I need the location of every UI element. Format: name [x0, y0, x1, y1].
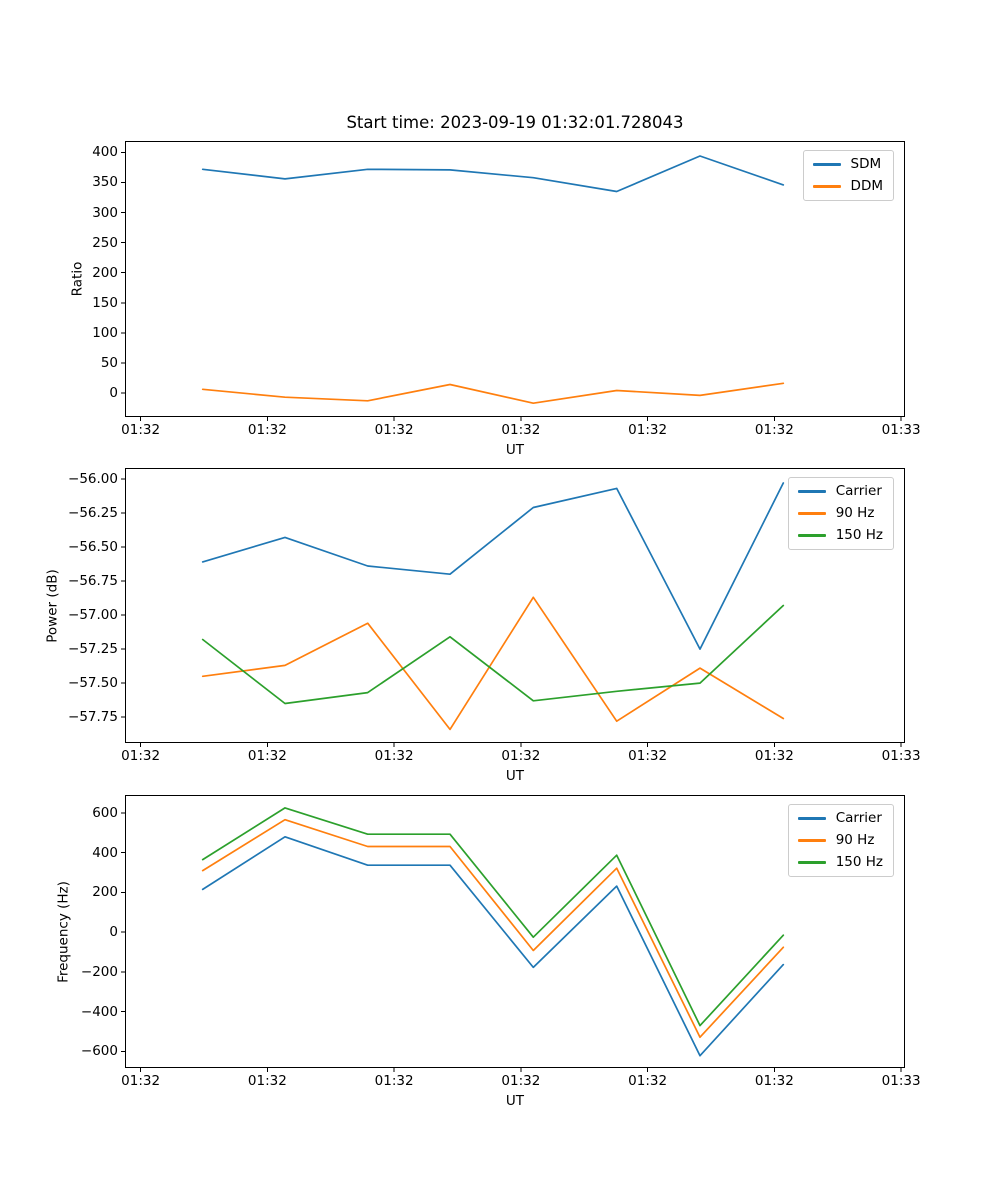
legend-label: SDM	[850, 156, 882, 172]
legend-line-swatch	[797, 534, 826, 537]
line-series-150-hz	[201, 604, 785, 705]
legend-label: DDM	[850, 178, 883, 194]
x-tick-label: 01:32	[501, 1073, 541, 1089]
legend-label: 150 Hz	[835, 854, 883, 870]
y-tick-label: −57.25	[68, 641, 118, 658]
x-tick-label: 01:32	[628, 422, 668, 438]
x-tick-label: 01:32	[374, 422, 414, 438]
legend-label: Carrier	[835, 483, 882, 499]
y-tick-label: 350	[92, 174, 118, 191]
frequency-y-axis-label: Frequency (Hz)	[55, 880, 72, 983]
x-tick-label: 01:32	[501, 422, 541, 438]
legend-line-swatch	[797, 490, 826, 493]
y-tick-label: 400	[92, 144, 118, 161]
x-tick-label: 01:32	[628, 1073, 668, 1089]
y-tick-label: 400	[92, 844, 118, 861]
line-series-90-hz	[201, 596, 785, 731]
subplot-frequency: −600 −400 −200 0 200 400 600 01:32 01:32 01:32 01…	[56, 795, 921, 1109]
x-tick-label: 01:32	[247, 422, 287, 438]
legend-entry: Carrier	[797, 483, 883, 499]
figure-title: Start time: 2023-09-19 01:32:01.728043	[346, 113, 684, 132]
y-tick-label: −56.75	[68, 572, 118, 589]
legend-label: Carrier	[835, 810, 882, 826]
y-tick-label: −57.00	[68, 607, 118, 624]
y-tick-label: 300	[92, 204, 118, 221]
line-series-carrier	[201, 835, 785, 1057]
y-tick-label: 600	[92, 804, 118, 821]
legend-line-swatch	[797, 861, 826, 864]
plot-area-power	[121, 468, 905, 747]
ratio-legend: SDM DDM	[802, 150, 894, 201]
y-tick-label: −56.25	[68, 504, 118, 521]
line-series-ddm	[201, 382, 785, 405]
y-tick-label: 250	[92, 234, 118, 251]
x-tick-label: 01:32	[754, 422, 794, 438]
x-tick-label: 01:32	[121, 422, 161, 438]
ratio-x-axis-label: UT	[505, 442, 525, 458]
x-tick-label: 01:33	[881, 748, 921, 764]
line-series-90-hz	[201, 818, 785, 1039]
legend-entry: Carrier	[797, 810, 883, 826]
frequency-legend: Carrier 90 Hz 150 Hz	[787, 804, 894, 877]
line-series-carrier	[201, 482, 785, 650]
legend-entry: DDM	[812, 178, 883, 194]
x-tick-label: 01:32	[754, 748, 794, 764]
legend-line-swatch	[812, 185, 841, 188]
y-tick-label: 150	[92, 294, 118, 311]
line-series-sdm	[201, 155, 785, 193]
y-tick-label: −57.75	[68, 709, 118, 726]
subplot-power: −56.00 −56.25 −56.50 −56.75 −57.00 −57.25 −57.…	[45, 468, 921, 784]
y-tick-label: 100	[92, 324, 118, 341]
x-tick-label: 01:32	[754, 1073, 794, 1089]
y-tick-label: 0	[109, 924, 118, 941]
ratio-y-axis-label: Ratio	[69, 261, 86, 297]
x-tick-label: 01:32	[628, 748, 668, 764]
y-tick-label: −200	[80, 963, 118, 980]
legend-entry: 150 Hz	[797, 854, 883, 870]
legend-line-swatch	[797, 839, 826, 842]
legend-entry: 150 Hz	[797, 527, 883, 543]
x-tick-label: 01:32	[247, 1073, 287, 1089]
y-tick-label: −400	[80, 1003, 118, 1020]
subplot-ratio: 0 50 100 150 200 250 300 350 400 01:32 01:32 01:32…	[70, 141, 921, 458]
x-tick-label: 01:32	[247, 748, 287, 764]
y-tick-label: 0	[109, 384, 118, 401]
x-tick-label: 01:32	[374, 748, 414, 764]
y-tick-label: −56.50	[68, 538, 118, 555]
line-series-150-hz	[201, 807, 785, 1027]
x-tick-label: 01:33	[881, 1073, 921, 1089]
y-tick-label: 50	[100, 354, 118, 371]
x-tick-label: 01:33	[881, 422, 921, 438]
y-tick-label: −600	[80, 1043, 118, 1060]
power-x-axis-label: UT	[505, 768, 525, 784]
power-y-axis-label: Power (dB)	[44, 568, 61, 643]
power-legend: Carrier 90 Hz 150 Hz	[787, 477, 894, 550]
plot-area-frequency	[121, 795, 905, 1072]
y-tick-label: 200	[92, 884, 118, 901]
legend-entry: 90 Hz	[797, 505, 883, 521]
y-tick-label: −57.50	[68, 675, 118, 692]
x-tick-label: 01:32	[374, 1073, 414, 1089]
legend-line-swatch	[797, 512, 826, 515]
x-tick-label: 01:32	[121, 748, 161, 764]
legend-entry: SDM	[812, 156, 883, 172]
frequency-x-axis-label: UT	[505, 1093, 525, 1109]
legend-entry: 90 Hz	[797, 832, 883, 848]
y-tick-label: −56.00	[68, 470, 118, 487]
legend-line-swatch	[797, 817, 826, 820]
x-tick-label: 01:32	[501, 748, 541, 764]
x-tick-label: 01:32	[121, 1073, 161, 1089]
legend-label: 90 Hz	[835, 832, 875, 848]
legend-label: 90 Hz	[835, 505, 875, 521]
legend-line-swatch	[812, 163, 841, 166]
plot-area-ratio	[121, 141, 905, 421]
legend-label: 150 Hz	[835, 527, 883, 543]
y-tick-label: 200	[92, 264, 118, 281]
